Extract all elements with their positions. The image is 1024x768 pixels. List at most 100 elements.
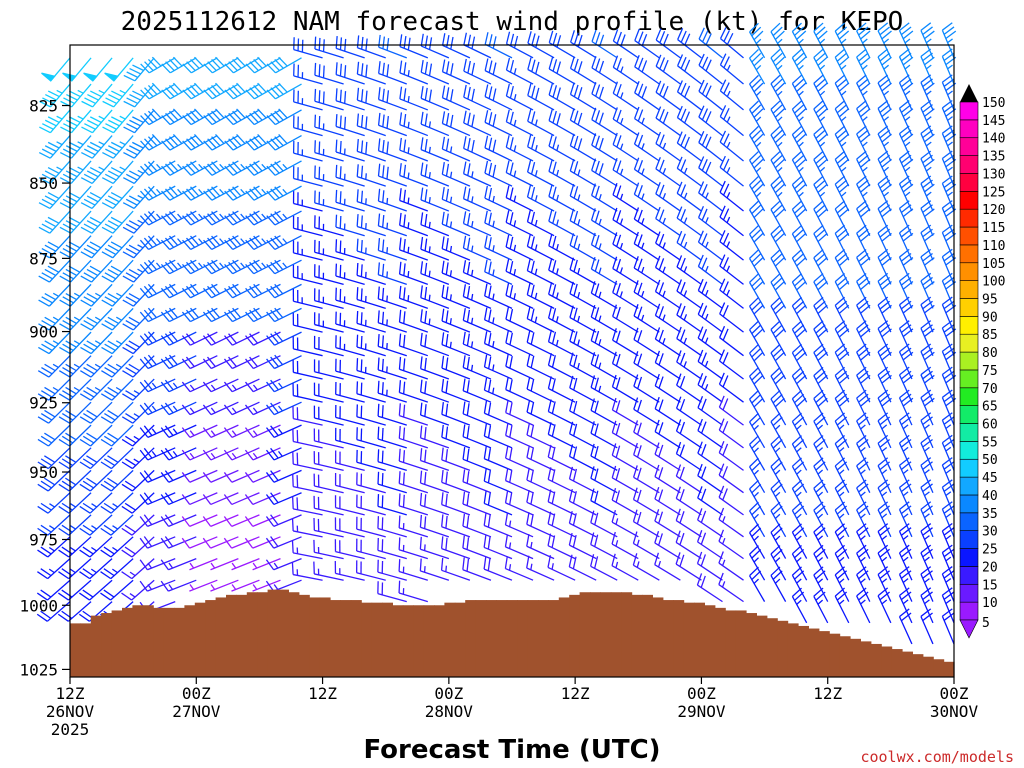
wind-barb bbox=[266, 235, 302, 251]
y-tick-label: 825 bbox=[29, 97, 58, 116]
x-tick-label: 26NOV bbox=[46, 702, 95, 721]
wind-barb bbox=[834, 100, 850, 136]
wind-barb bbox=[377, 403, 407, 426]
wind-barb bbox=[898, 224, 914, 261]
wind-barb bbox=[139, 331, 176, 346]
wind-barb bbox=[420, 309, 450, 333]
wind-barb bbox=[377, 380, 407, 403]
wind-barb bbox=[266, 401, 302, 416]
wind-barb bbox=[121, 514, 155, 536]
wind-barb bbox=[654, 255, 681, 285]
wind-barb bbox=[547, 555, 576, 581]
wind-barb bbox=[654, 530, 681, 560]
colorbar-swatch bbox=[959, 494, 979, 514]
wind-barb bbox=[834, 412, 850, 449]
y-tick-label: 1025 bbox=[19, 660, 58, 679]
wind-barb bbox=[591, 107, 618, 137]
wind-barb bbox=[749, 74, 766, 111]
terrain-column bbox=[808, 628, 820, 677]
wind-barb bbox=[813, 175, 829, 212]
wind-barb bbox=[654, 464, 681, 494]
wind-barb bbox=[139, 424, 176, 438]
wind-barb bbox=[877, 224, 892, 261]
wind-barb bbox=[505, 307, 534, 333]
wind-barb bbox=[399, 137, 429, 162]
wind-barb bbox=[633, 132, 660, 162]
terrain-column bbox=[756, 615, 768, 677]
wind-barb bbox=[59, 210, 92, 234]
wind-barb bbox=[526, 512, 555, 538]
wind-barb bbox=[569, 158, 597, 187]
wind-barb bbox=[100, 378, 134, 401]
wind-barb bbox=[612, 232, 639, 261]
wind-barb bbox=[101, 307, 134, 331]
wind-barb bbox=[484, 210, 513, 237]
wind-barb bbox=[547, 329, 576, 357]
wind-barb bbox=[547, 489, 576, 516]
wind-barb bbox=[223, 401, 260, 416]
wind-barb bbox=[920, 587, 934, 624]
wind-barb bbox=[441, 161, 471, 187]
wind-barb bbox=[313, 405, 344, 426]
wind-barb bbox=[834, 366, 850, 403]
wind-barb bbox=[898, 523, 913, 559]
wind-barb bbox=[58, 401, 92, 424]
wind-barb bbox=[697, 463, 723, 494]
wind-barb bbox=[356, 516, 386, 538]
wind-barb bbox=[749, 390, 766, 426]
wind-barb bbox=[749, 501, 766, 538]
wind-barb bbox=[813, 74, 829, 111]
wind-barb bbox=[749, 273, 766, 309]
wind-barbs-layer bbox=[36, 22, 957, 645]
wind-barb bbox=[791, 249, 808, 285]
wind-barb bbox=[834, 566, 850, 602]
wind-barb bbox=[420, 236, 450, 261]
wind-barb bbox=[568, 444, 597, 471]
wind-barb bbox=[791, 224, 808, 261]
wind-barb bbox=[160, 514, 197, 527]
wind-barb bbox=[654, 350, 681, 380]
wind-barb bbox=[590, 421, 618, 449]
wind-barb bbox=[569, 398, 597, 426]
wind-barb bbox=[181, 514, 218, 527]
wind-barb bbox=[356, 381, 386, 403]
wind-barb bbox=[244, 447, 281, 461]
wind-barb bbox=[590, 510, 618, 538]
wind-barb bbox=[813, 150, 829, 187]
colorbar-label: 45 bbox=[982, 471, 998, 486]
wind-barb bbox=[140, 82, 176, 100]
wind-barb bbox=[314, 88, 344, 111]
wind-barb bbox=[59, 235, 92, 259]
wind-barb bbox=[770, 501, 787, 538]
wind-barb bbox=[505, 185, 534, 212]
wind-barb bbox=[632, 509, 660, 538]
wind-barb bbox=[483, 556, 513, 581]
wind-barb bbox=[79, 469, 113, 492]
wind-barb bbox=[356, 472, 386, 494]
wind-barb bbox=[244, 424, 281, 438]
credit-link[interactable]: coolwx.com/models bbox=[860, 748, 1014, 766]
wind-barb bbox=[377, 426, 407, 449]
wind-barb bbox=[719, 53, 744, 85]
wind-barb bbox=[813, 200, 829, 237]
wind-barb bbox=[202, 447, 239, 461]
terrain-column bbox=[746, 613, 757, 677]
colorbar-label: 40 bbox=[982, 489, 998, 504]
wind-barb bbox=[121, 579, 155, 601]
wind-barb bbox=[266, 108, 302, 126]
wind-barb bbox=[633, 256, 660, 285]
wind-barb bbox=[37, 514, 71, 536]
wind-barb bbox=[121, 536, 155, 558]
wind-barb bbox=[313, 473, 344, 494]
wind-barb bbox=[547, 533, 576, 560]
wind-barb bbox=[633, 304, 660, 333]
wind-barb bbox=[356, 262, 386, 285]
wind-barb bbox=[898, 320, 914, 356]
wind-barb bbox=[139, 354, 176, 370]
wind-barb bbox=[202, 514, 239, 527]
wind-barb bbox=[941, 434, 955, 471]
wind-barb bbox=[590, 304, 618, 333]
wind-barb bbox=[484, 84, 513, 111]
wind-barb bbox=[877, 523, 892, 559]
wind-barb bbox=[265, 424, 302, 438]
